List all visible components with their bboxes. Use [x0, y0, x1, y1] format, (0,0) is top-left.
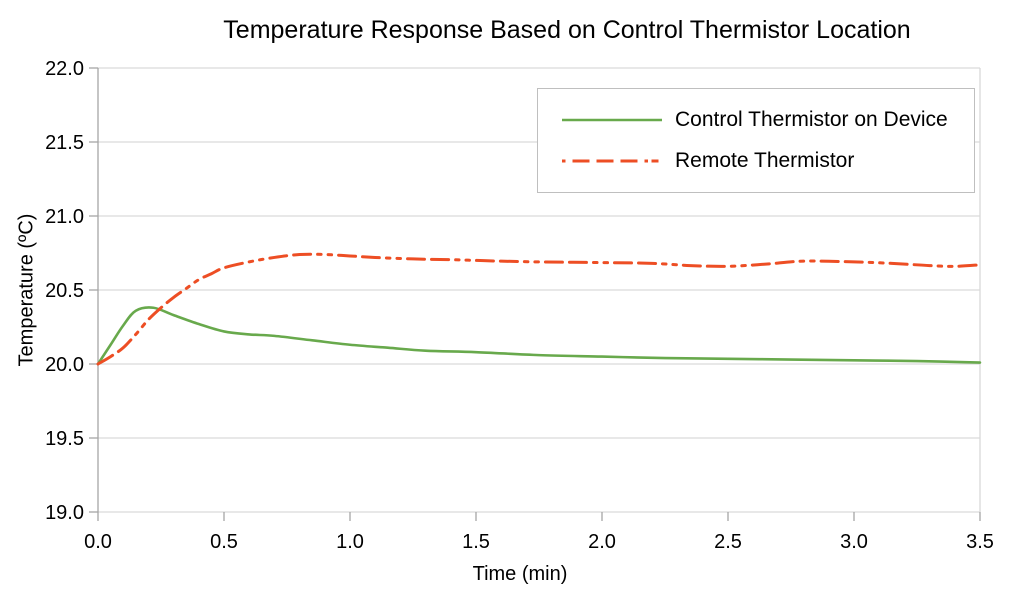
chart-title: Temperature Response Based on Control Th…	[223, 16, 911, 44]
x-tick-label: 3.0	[840, 531, 868, 553]
y-tick-label: 21.5	[45, 132, 84, 154]
series-line-control-thermistor-on-device	[96, 306, 982, 366]
x-tick-label: 1.0	[336, 531, 364, 553]
legend-label-remote: Remote Thermistor	[675, 149, 855, 172]
y-tick-label: 20.0	[45, 354, 84, 376]
legend-label-control: Control Thermistor on Device	[675, 108, 948, 131]
series-line-remote-thermistor	[96, 252, 982, 366]
legend-item-control-thermistor: Control Thermistor on Device	[560, 108, 974, 132]
y-tick-label: 20.5	[45, 280, 84, 302]
legend-item-remote-thermistor: Remote Thermistor	[560, 149, 974, 173]
x-tick-label: 2.0	[588, 531, 616, 553]
x-tick-label: 2.5	[714, 531, 742, 553]
legend-line-sample-remote	[562, 159, 662, 163]
x-tick-label: 3.5	[966, 531, 994, 553]
x-tick-label: 1.5	[462, 531, 490, 553]
legend: Control Thermistor on Device Remote Ther…	[537, 88, 975, 193]
x-tick-label: 0.0	[84, 531, 112, 553]
y-tick-label: 19.5	[45, 428, 84, 450]
legend-line-sample-control	[562, 118, 662, 122]
y-tick-label: 21.0	[45, 206, 84, 228]
y-tick-label: 19.0	[45, 502, 84, 524]
y-tick-label: 22.0	[45, 58, 84, 80]
x-tick-label: 0.5	[210, 531, 238, 553]
x-axis-title: Time (min)	[472, 563, 568, 585]
